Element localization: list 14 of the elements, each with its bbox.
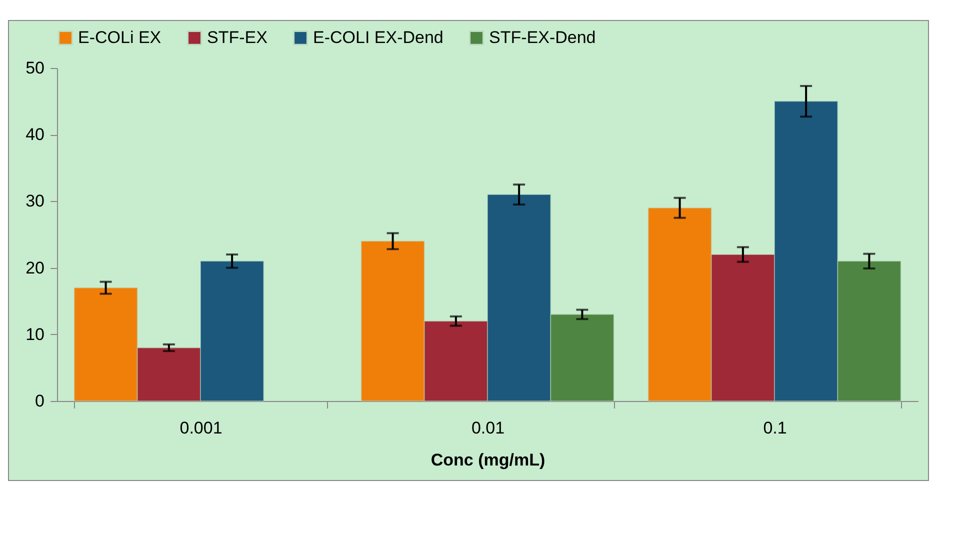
x-tick-label: 0.01: [471, 418, 505, 438]
y-tick-label: 0: [35, 392, 44, 410]
legend-label: STF-EX: [207, 28, 268, 47]
legend-label: E-COLi EX: [78, 28, 162, 47]
y-tick-label: 40: [26, 125, 44, 144]
x-tick-label: 0.1: [763, 418, 787, 438]
y-tick-label: 20: [26, 258, 44, 278]
x-axis-title: Conc (mg/mL): [430, 450, 546, 470]
y-tick-label: 50: [26, 58, 44, 78]
x-tick-label: 0.001: [180, 418, 222, 438]
legend-label: E-COLI EX-Dend: [313, 28, 444, 47]
legend-label: STF-EX-Dend: [489, 28, 596, 47]
y-tick-label: 30: [26, 192, 44, 211]
y-tick-label: 10: [26, 324, 44, 344]
